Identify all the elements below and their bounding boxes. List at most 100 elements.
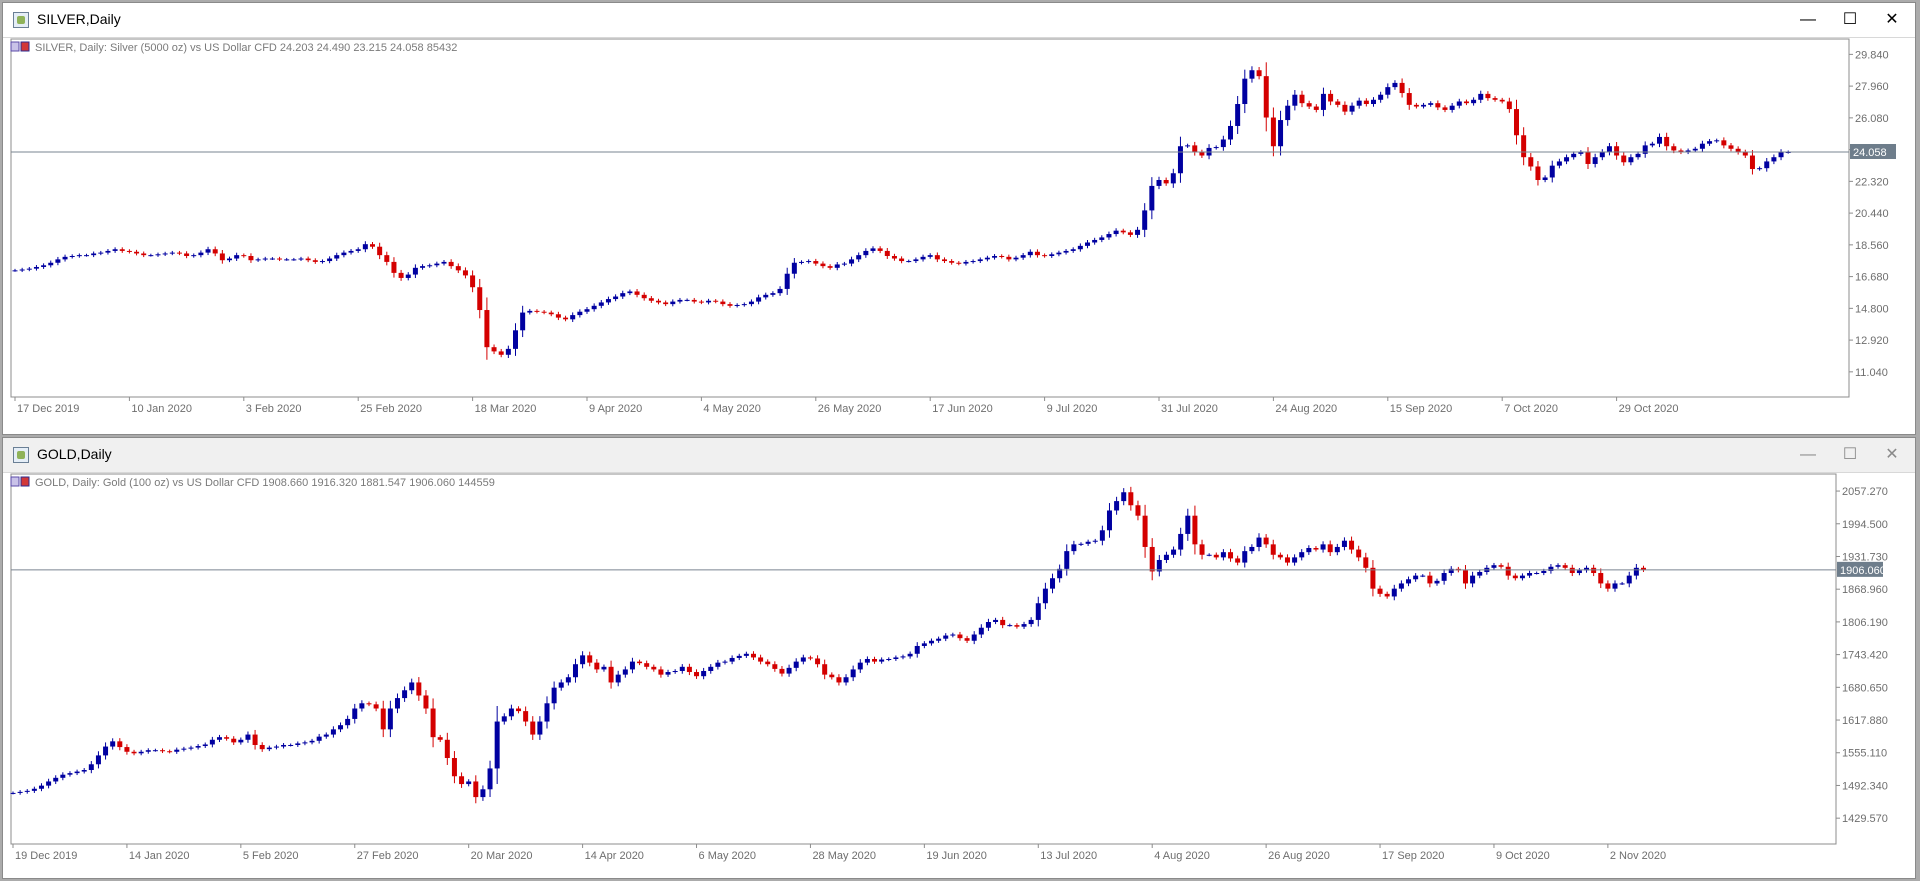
candle	[1640, 565, 1646, 572]
candle	[713, 299, 719, 304]
close-button[interactable]: ✕	[1885, 446, 1899, 463]
candle	[770, 291, 776, 297]
candle	[1042, 582, 1048, 610]
candle-body	[580, 655, 586, 665]
candle	[1292, 90, 1298, 111]
candle-body	[288, 744, 294, 746]
candle-body	[1156, 180, 1162, 186]
candle-body	[1320, 93, 1326, 110]
candle-body	[907, 653, 913, 657]
candle	[906, 259, 912, 263]
candle-body	[570, 315, 576, 320]
candle-body	[387, 708, 393, 730]
template-icon[interactable]	[10, 41, 20, 52]
candle	[1163, 177, 1169, 186]
candle	[498, 348, 504, 358]
candle-body	[1612, 583, 1618, 589]
candle	[198, 250, 204, 258]
candle-body	[248, 255, 254, 261]
candle	[806, 259, 812, 264]
candle	[1392, 80, 1398, 90]
indicator-icon[interactable]	[20, 41, 30, 52]
candle	[1599, 149, 1605, 161]
candle	[1092, 538, 1098, 544]
candle	[84, 253, 89, 257]
candle	[1085, 240, 1090, 249]
candle	[1628, 154, 1634, 166]
candle-body	[1541, 570, 1547, 574]
candle-body	[148, 255, 154, 257]
candle-body	[84, 255, 89, 257]
candle-body	[1349, 105, 1355, 112]
candle	[763, 292, 769, 300]
candle-body	[316, 736, 322, 741]
candle-body	[793, 661, 799, 668]
candle	[169, 250, 175, 256]
candle	[60, 772, 66, 781]
candle-body	[516, 708, 522, 712]
candle	[516, 706, 522, 714]
maximize-button[interactable]: ☐	[1842, 11, 1858, 28]
candle	[1313, 546, 1319, 552]
y-tick-label: 12.920	[1855, 335, 1889, 347]
candle-body	[1128, 492, 1134, 506]
candle-body	[736, 655, 742, 658]
candle	[913, 257, 919, 263]
candle	[544, 696, 550, 729]
silver-candlestick-chart[interactable]: 29.84027.96026.08024.20022.32020.44018.5…	[3, 38, 1915, 434]
candle-body	[69, 255, 75, 257]
candle	[1692, 146, 1698, 153]
candle	[377, 242, 383, 260]
candle-body	[613, 296, 619, 300]
candle-body	[155, 254, 161, 256]
candle-body	[1463, 101, 1469, 104]
candle	[1142, 504, 1148, 558]
candle-body	[1521, 135, 1527, 158]
gold-title-bar[interactable]: GOLD,Daily — ☐ ✕	[3, 438, 1915, 473]
candle-body	[1384, 593, 1390, 597]
y-tick-label: 26.080	[1855, 113, 1889, 125]
minimize-button[interactable]: —	[1800, 11, 1816, 28]
gold-candlestick-chart[interactable]: 2057.270 1994.500 1931.730 1868.960 1806.190…	[3, 473, 1915, 878]
candle-body	[1192, 145, 1198, 153]
candle-body	[1220, 139, 1226, 148]
candle-body	[262, 258, 268, 260]
template-icon[interactable]	[10, 476, 20, 487]
candle	[715, 659, 721, 670]
candle-body	[1007, 625, 1013, 627]
x-tick-label: 25 Feb 2020	[360, 403, 422, 415]
minimize-button[interactable]: —	[1800, 446, 1816, 463]
candle-body	[67, 773, 73, 775]
candle	[1707, 138, 1713, 146]
candle	[1249, 544, 1255, 554]
candle-body	[259, 744, 265, 750]
window-title: GOLD,Daily	[37, 446, 112, 462]
candle	[124, 744, 130, 755]
x-tick-label: 31 Jul 2020	[1161, 403, 1218, 415]
candle	[598, 299, 604, 309]
candle	[1699, 140, 1705, 152]
indicator-icon[interactable]	[20, 476, 30, 487]
candle	[815, 655, 821, 668]
candle-body	[1449, 105, 1455, 110]
candle-body	[1707, 141, 1713, 144]
candle	[48, 260, 54, 268]
candle-body	[1640, 567, 1646, 570]
candle	[658, 666, 664, 678]
candle	[1078, 542, 1084, 546]
silver-title-bar[interactable]: SILVER,Daily — ☐ ✕	[3, 3, 1915, 38]
candle-body	[1149, 546, 1155, 572]
x-tick-label: 2 Nov 2020	[1610, 850, 1666, 862]
maximize-button[interactable]: ☐	[1842, 446, 1858, 463]
candle	[1213, 552, 1219, 560]
candle-body	[977, 259, 983, 262]
candle-body	[551, 687, 557, 704]
candle	[181, 746, 187, 752]
candle-body	[266, 747, 272, 750]
candle-body	[530, 721, 536, 735]
candle-body	[1456, 101, 1462, 106]
candle	[10, 791, 16, 795]
candle	[1478, 90, 1484, 103]
close-button[interactable]: ✕	[1885, 11, 1899, 28]
candle-body	[1399, 82, 1405, 94]
